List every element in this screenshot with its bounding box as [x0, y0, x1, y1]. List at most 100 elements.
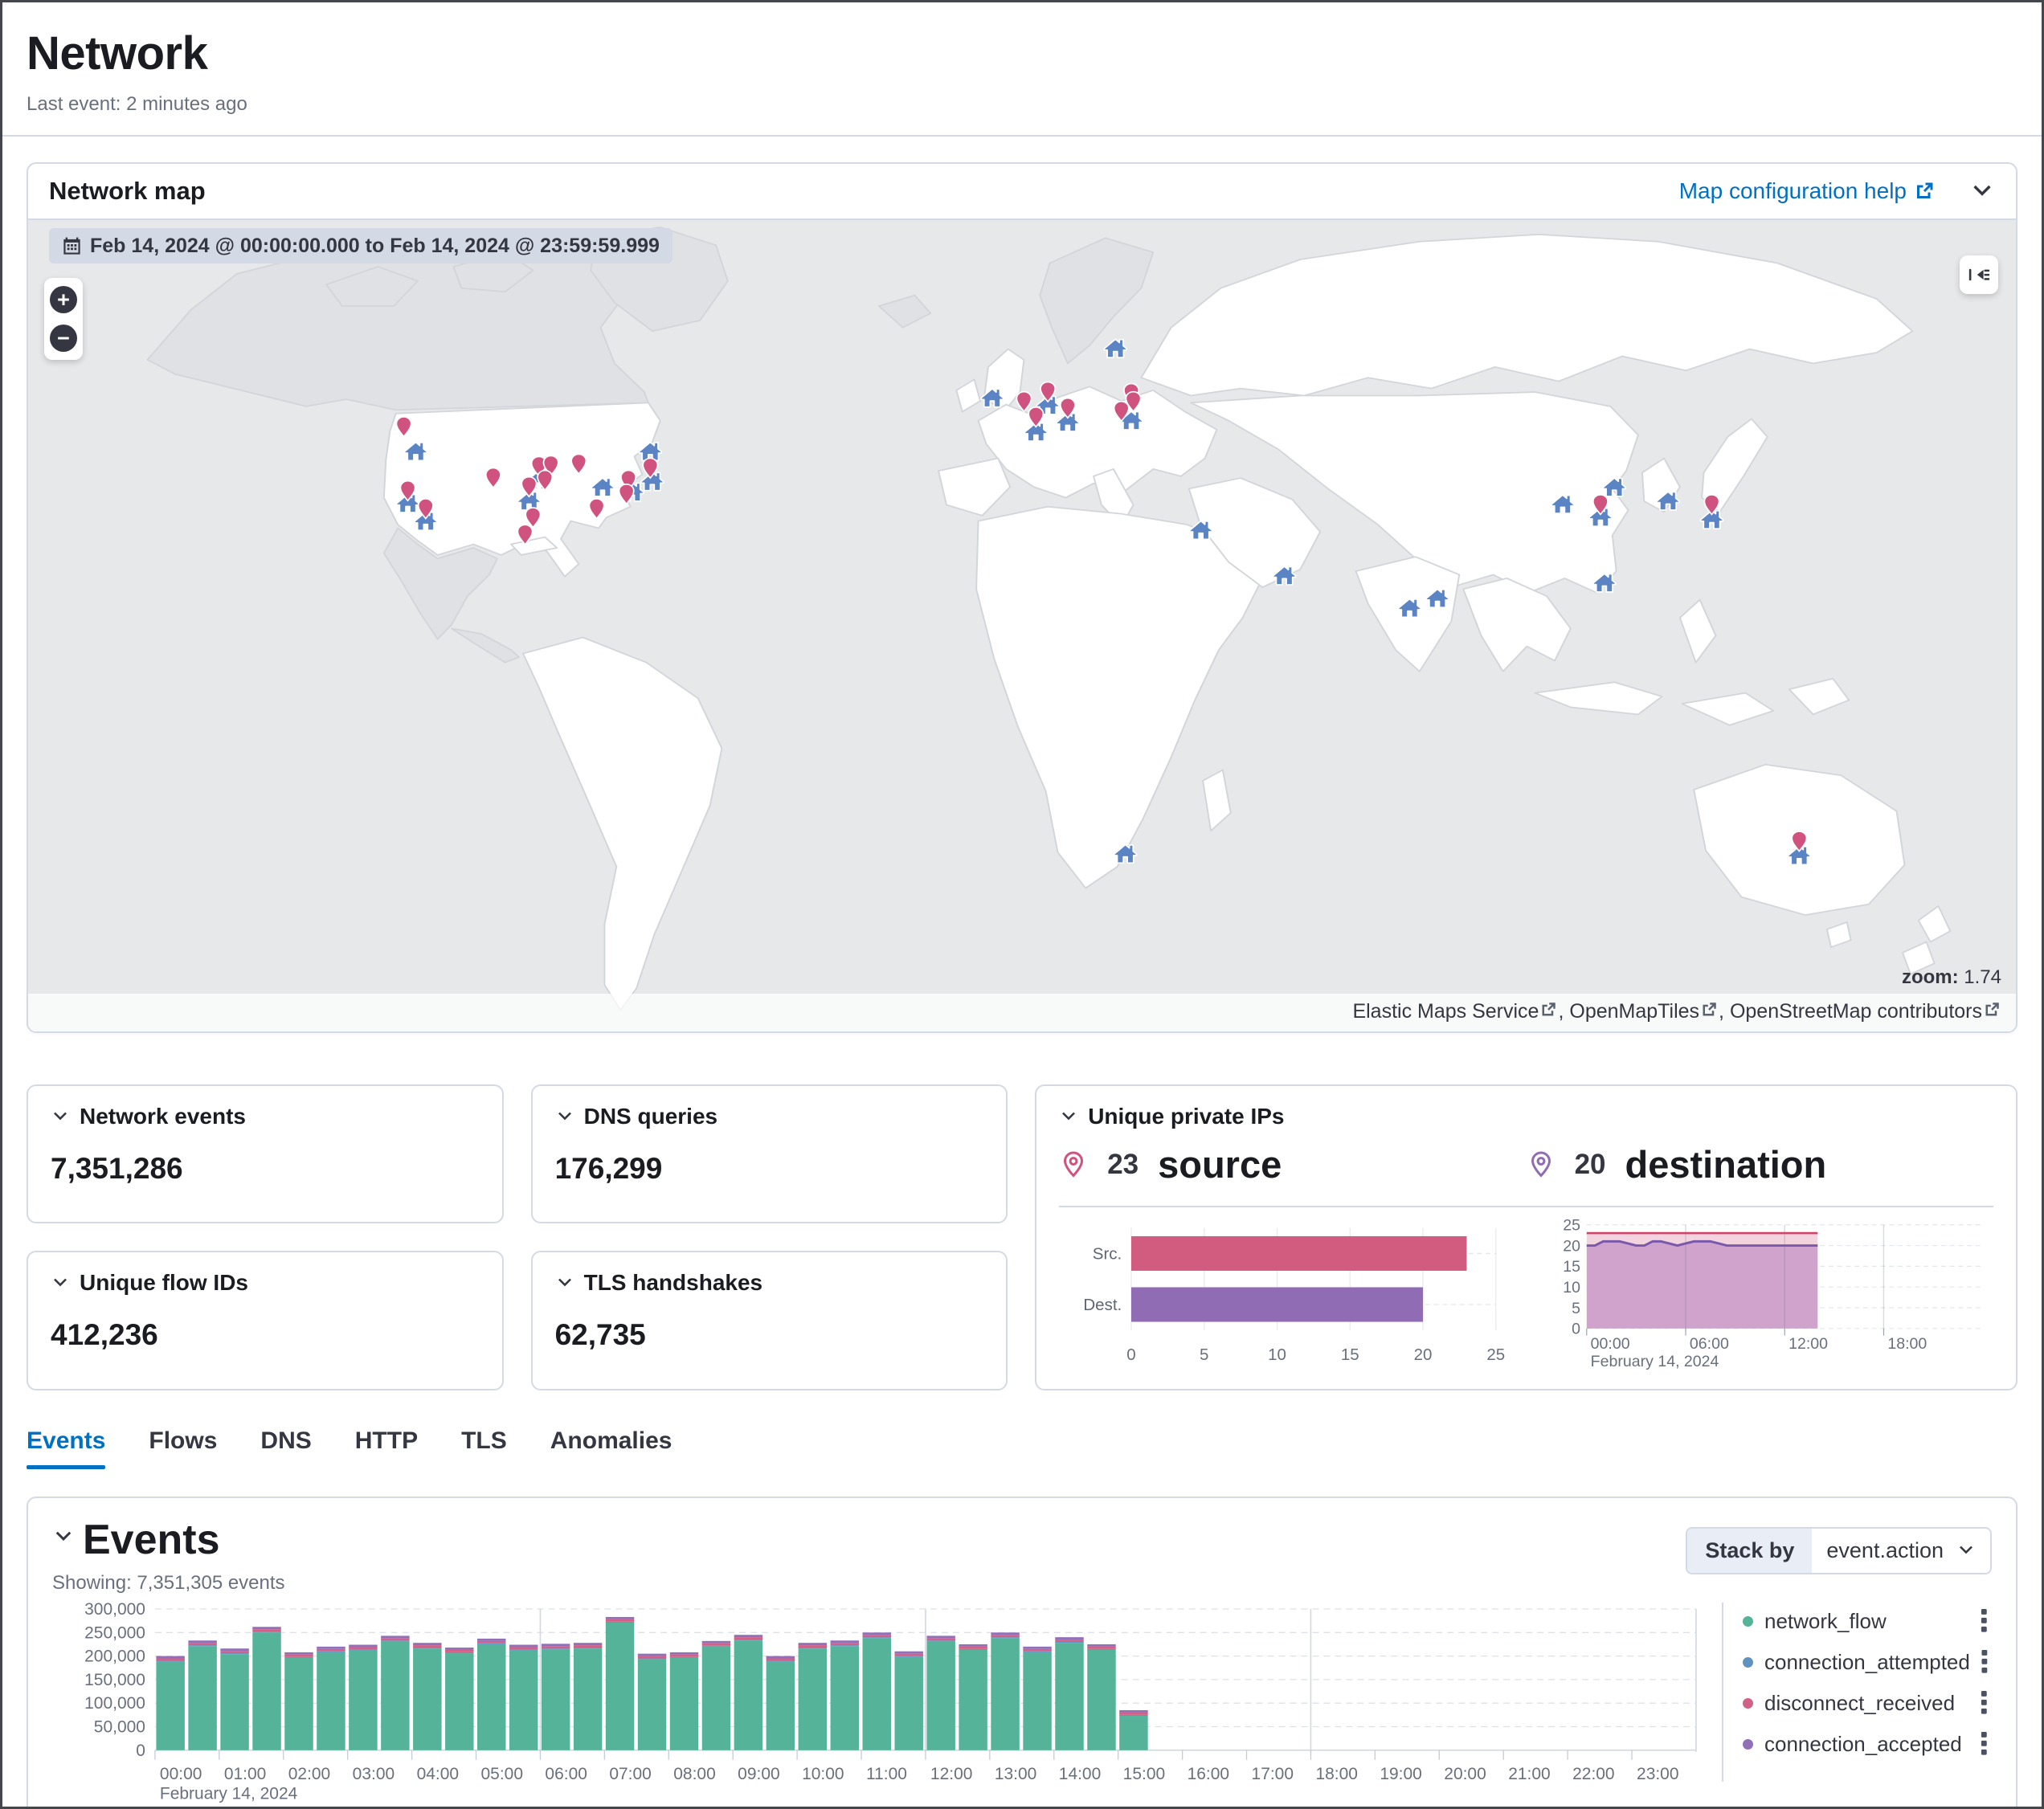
- source-pin-icon[interactable]: [1113, 401, 1130, 423]
- svg-text:01:00: 01:00: [224, 1764, 266, 1782]
- destination-pin-icon[interactable]: [1425, 588, 1449, 608]
- stack-by-label: Stack by: [1687, 1528, 1813, 1573]
- source-pin-icon[interactable]: [1125, 390, 1142, 413]
- destination-pin-icon[interactable]: [1272, 566, 1297, 586]
- destination-pin-icon[interactable]: [591, 477, 615, 497]
- legend-item-connection-attempted[interactable]: connection_attempted: [1743, 1650, 1989, 1675]
- unique-ips-bar-chart: 0 5 10 15 20 25 Src. Dest.: [1059, 1215, 1510, 1371]
- page-header: Network Last event: 2 minutes ago: [27, 27, 2017, 116]
- source-pin-icon[interactable]: [521, 476, 538, 498]
- chevron-down-icon[interactable]: [1969, 178, 1995, 204]
- source-pin-icon[interactable]: [395, 416, 412, 438]
- more-actions-icon[interactable]: [1981, 1650, 1989, 1674]
- destination-pin-icon[interactable]: [1656, 491, 1680, 511]
- destination-pin-icon[interactable]: [1592, 573, 1617, 593]
- source-pin-icon[interactable]: [1040, 381, 1057, 403]
- map-configuration-help-link[interactable]: Map configuration help: [1679, 178, 1934, 204]
- source-pin-icon[interactable]: [570, 453, 587, 476]
- source-pin-icon[interactable]: [618, 484, 635, 505]
- destination-pin-icon[interactable]: [1103, 338, 1127, 358]
- svg-text:300,000: 300,000: [84, 1600, 145, 1619]
- tab-flows[interactable]: Flows: [149, 1427, 218, 1454]
- destination-pin-icon[interactable]: [1397, 598, 1422, 619]
- source-pin-icon[interactable]: [1016, 390, 1032, 413]
- source-pin-icon[interactable]: [1703, 494, 1720, 516]
- svg-text:20: 20: [1414, 1346, 1433, 1364]
- chevron-down-icon[interactable]: [52, 1525, 75, 1548]
- map-footer: zoom: 1.74 Elastic Maps Service, OpenMap…: [28, 963, 2016, 1031]
- zoom-in-button[interactable]: +: [50, 286, 77, 313]
- more-actions-icon[interactable]: [1981, 1609, 1989, 1633]
- map-layer-toggle-button[interactable]: [1960, 255, 1998, 294]
- destination-pin-icon[interactable]: [1602, 477, 1626, 497]
- source-pin-icon[interactable]: [525, 507, 542, 529]
- destination-pin-icon[interactable]: [1119, 410, 1143, 431]
- destination-pin-icon[interactable]: [638, 441, 663, 462]
- destination-pin-icon[interactable]: [1551, 494, 1575, 514]
- tab-events[interactable]: Events: [27, 1427, 106, 1469]
- chevron-down-icon[interactable]: [555, 1273, 574, 1292]
- attribution-link-ems[interactable]: Elastic Maps Service: [1352, 1000, 1539, 1023]
- attribution-link-openmaptiles[interactable]: OpenMapTiles: [1569, 1000, 1700, 1023]
- more-actions-icon[interactable]: [1981, 1691, 1989, 1715]
- stat-card-network-events: Network events 7,351,286: [27, 1084, 504, 1224]
- svg-text:19:00: 19:00: [1380, 1764, 1421, 1782]
- destination-pin-icon[interactable]: [403, 441, 428, 462]
- svg-text:18:00: 18:00: [1315, 1764, 1357, 1782]
- svg-text:23:00: 23:00: [1637, 1764, 1678, 1782]
- source-pin-icon[interactable]: [399, 480, 416, 502]
- source-pin-icon[interactable]: [517, 524, 533, 546]
- chevron-down-icon[interactable]: [1059, 1107, 1078, 1126]
- source-pin-icon[interactable]: [588, 498, 605, 520]
- destination-pin-icon[interactable]: [640, 472, 664, 492]
- legend-item-disconnect-received[interactable]: disconnect_received: [1743, 1691, 1989, 1716]
- source-pin-icon[interactable]: [1059, 397, 1076, 419]
- destination-pin-icon[interactable]: [1024, 422, 1049, 442]
- stat-card-title: TLS handshakes: [583, 1270, 763, 1296]
- events-histogram-chart: 0 50,000 100,000 150,000 200,000 250,000 300,0…: [52, 1598, 1714, 1807]
- events-chart-legend: network_flow connection_attempted discon…: [1722, 1602, 1992, 1782]
- stack-by-select[interactable]: event.action: [1812, 1529, 1990, 1573]
- tab-http[interactable]: HTTP: [354, 1427, 419, 1454]
- chevron-down-icon[interactable]: [555, 1107, 574, 1126]
- svg-text:09:00: 09:00: [738, 1764, 779, 1782]
- legend-item-network-flow[interactable]: network_flow: [1743, 1609, 1989, 1634]
- source-pin-icon[interactable]: [537, 469, 554, 492]
- map-canvas[interactable]: Feb 14, 2024 @ 00:00:00.000 to Feb 14, 2…: [28, 218, 2016, 1031]
- more-actions-icon[interactable]: [1981, 1732, 1989, 1756]
- attribution-link-osm[interactable]: OpenStreetMap contributors: [1729, 1000, 1982, 1023]
- stat-card-value: 62,735: [554, 1318, 646, 1352]
- map-date-range-badge[interactable]: Feb 14, 2024 @ 00:00:00.000 to Feb 14, 2…: [49, 228, 672, 263]
- source-pin-icon[interactable]: [1592, 494, 1609, 516]
- destination-pin-icon[interactable]: [1188, 520, 1213, 541]
- legend-color-dot: [1743, 1615, 1753, 1627]
- zoom-out-button[interactable]: −: [50, 325, 77, 352]
- tab-anomalies[interactable]: Anomalies: [550, 1427, 672, 1454]
- svg-text:22:00: 22:00: [1572, 1764, 1614, 1782]
- svg-text:14:00: 14:00: [1059, 1764, 1101, 1782]
- tab-dns[interactable]: DNS: [260, 1427, 312, 1454]
- chevron-down-icon[interactable]: [51, 1273, 70, 1292]
- destination-pin-icon[interactable]: [980, 388, 1004, 408]
- svg-text:0: 0: [136, 1741, 145, 1759]
- unique-private-ips-card: Unique private IPs 23 source 20 destinat…: [1035, 1084, 2017, 1390]
- map-zoom-readout: zoom: 1.74: [1901, 966, 2001, 988]
- events-showing-count: Showing: 7,351,305 events: [52, 1571, 285, 1594]
- svg-text:February 14, 2024: February 14, 2024: [160, 1784, 298, 1803]
- source-pin-icon[interactable]: [417, 498, 434, 520]
- svg-text:11:00: 11:00: [866, 1764, 907, 1782]
- legend-item-connection-accepted[interactable]: connection_accepted: [1743, 1732, 1989, 1757]
- external-link-icon: [1542, 1003, 1556, 1016]
- source-pin-icon[interactable]: [1791, 831, 1808, 852]
- stat-card-title: Unique flow IDs: [80, 1270, 248, 1296]
- tab-tls[interactable]: TLS: [461, 1427, 507, 1454]
- map-land-shaded: [146, 227, 1155, 664]
- destination-pin-icon[interactable]: [1699, 509, 1724, 529]
- destination-pin-icon[interactable]: [1113, 843, 1138, 864]
- chevron-down-icon[interactable]: [51, 1107, 70, 1126]
- stats-section: Network events 7,351,286 DNS queries 176…: [27, 1084, 2017, 1390]
- source-pin-icon[interactable]: [484, 467, 501, 489]
- source-pin-icon[interactable]: [642, 457, 659, 480]
- svg-text:20: 20: [1563, 1237, 1580, 1255]
- source-pin-icon[interactable]: [1028, 406, 1044, 428]
